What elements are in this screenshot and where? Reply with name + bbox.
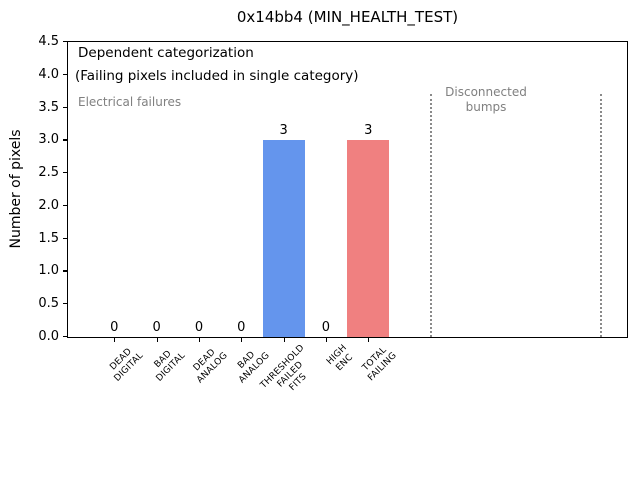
bar-group-total-failing: 3 TOTAL FAILING [347, 42, 399, 383]
y-tick-label: 2.5 [38, 165, 59, 181]
bar-value-label: 0 [152, 320, 161, 335]
x-tick-label: DEAD DIGITAL [107, 346, 146, 384]
annotation-electrical-failures: Electrical failures [78, 95, 182, 109]
y-tick-label: 4.0 [38, 66, 59, 82]
y-tick-label: 1.5 [38, 230, 59, 246]
y-tick-mark [63, 106, 67, 108]
annotation-disconnected-line2: bumps [465, 100, 507, 114]
bar-group-dead-analog: 0 DEAD ANALOG [178, 42, 230, 385]
y-tick-label: 4.5 [38, 34, 59, 49]
x-tick-label: DEAD ANALOG [191, 347, 230, 386]
dotted-divider-right [600, 94, 602, 337]
y-tick-mark [63, 41, 67, 43]
bar-value-label: 0 [194, 320, 204, 335]
x-tick-mark [283, 338, 285, 342]
y-tick-mark [63, 73, 67, 75]
bar-value-label: 0 [321, 320, 331, 335]
y-tick-label: 3.5 [38, 99, 59, 115]
y-tick-mark [63, 237, 67, 239]
x-tick-mark [325, 338, 328, 342]
y-tick-mark [63, 336, 67, 338]
x-tick-label: HIGH ENC [324, 343, 356, 374]
y-axis-label: Number of pixels [8, 129, 24, 249]
y-tick-label: 2.0 [38, 197, 59, 213]
y-tick-label: 0.5 [38, 296, 59, 312]
bar-group-dead-digital: 0 DEAD DIGITAL [93, 42, 145, 384]
x-tick-label: THRESHOLD FAILED FITS [258, 343, 309, 393]
y-tick-mark [63, 204, 67, 207]
dotted-divider-left [430, 94, 432, 337]
y-tick-mark [63, 172, 67, 174]
y-tick-mark [63, 139, 67, 141]
y-tick-label: 0.0 [38, 329, 59, 344]
x-tick-mark [368, 338, 370, 342]
x-tick-mark [241, 338, 243, 342]
bar-value-label: 0 [110, 320, 119, 335]
bar-value-label: 3 [364, 123, 373, 139]
annotation-disconnected-bumps: Disconnected bumps [426, 85, 546, 115]
x-tick-label: TOTAL FAILING [361, 345, 400, 384]
bar-group-bad-digital: 0 BAD DIGITAL [136, 42, 187, 384]
bar-value-label: 3 [279, 123, 288, 139]
bar [347, 140, 390, 337]
bar-group-bad-analog: 0 BAD ANALOG [220, 42, 272, 385]
plot-area: 0.0 0.5 1.0 1.5 2.0 2.5 3.0 3.5 4.0 4.5 … [38, 34, 628, 393]
bar-value-label: 0 [237, 320, 246, 335]
chart-title: 0x14bb4 (MIN_HEALTH_TEST) [236, 8, 459, 26]
annotation-dependent-categorization: Dependent categorization [78, 45, 254, 61]
bar [262, 140, 305, 337]
bar-group-threshold-failed-fits: 3 THRESHOLD FAILED FITS [259, 42, 309, 393]
bar-group-high-enc: 0 HIGH ENC [305, 42, 355, 373]
annotation-disconnected-line1: Disconnected [445, 85, 527, 99]
x-tick-mark [156, 338, 158, 342]
y-tick-mark [63, 270, 67, 272]
x-tick-mark [114, 338, 116, 342]
y-tick-label: 3.0 [38, 132, 59, 148]
x-tick-label: BAD DIGITAL [152, 348, 188, 384]
x-tick-mark [198, 338, 201, 342]
y-tick-mark [63, 303, 67, 305]
y-tick-label: 1.0 [38, 263, 59, 279]
annotation-failing-note: (Failing pixels included in single categ… [75, 68, 359, 84]
